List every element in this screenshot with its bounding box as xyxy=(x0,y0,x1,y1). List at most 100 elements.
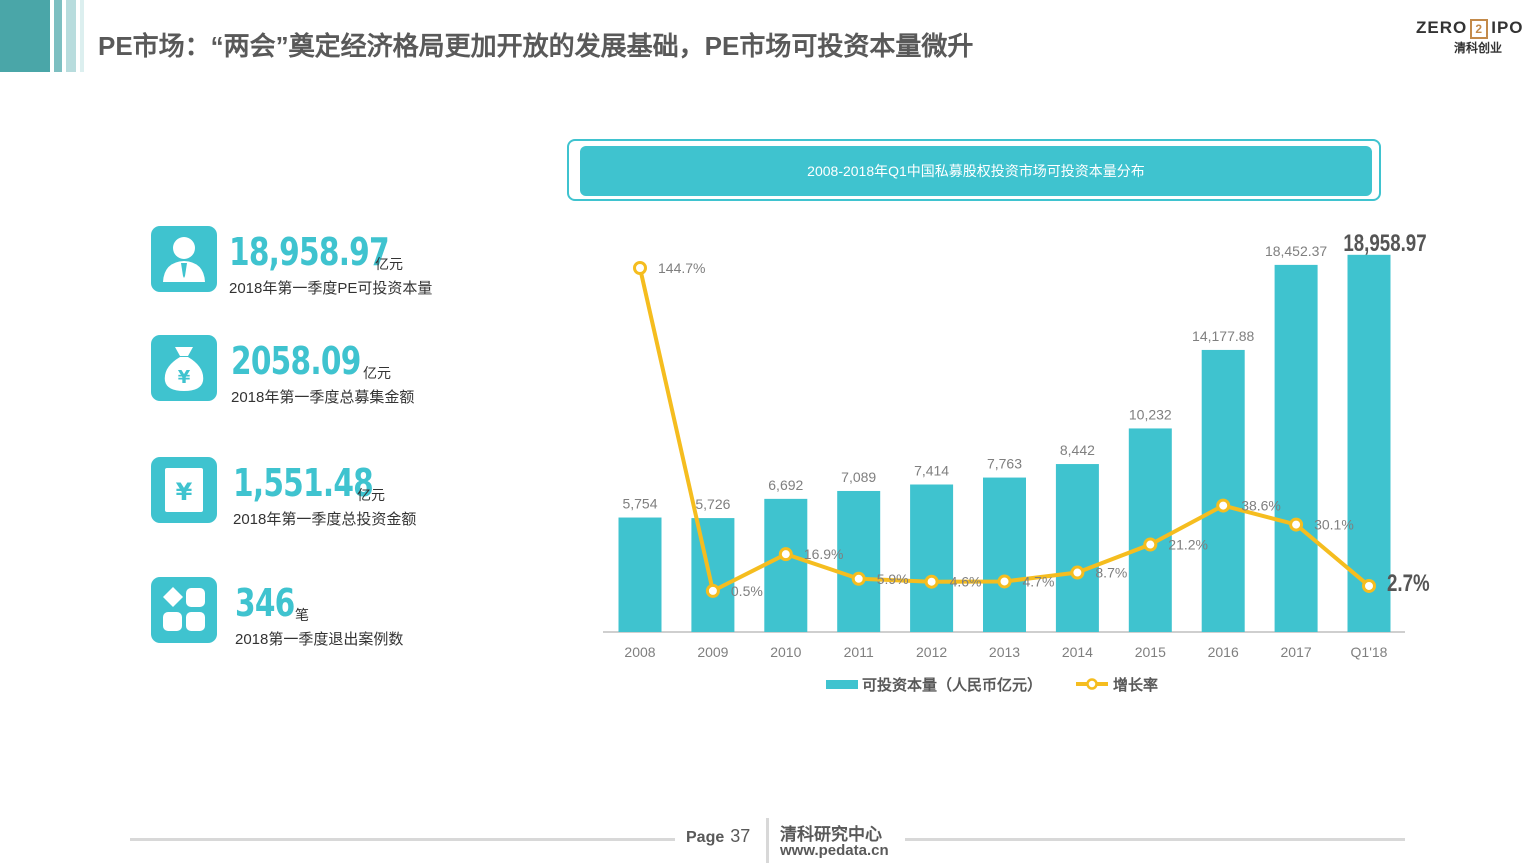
svg-text:¥: ¥ xyxy=(176,478,193,506)
legend-label-line: 增长率 xyxy=(1113,676,1158,694)
x-tick-label: 2011 xyxy=(844,644,874,660)
growth-rate-label: 21.2% xyxy=(1168,537,1208,553)
kpi-unit: 笔 xyxy=(295,607,309,623)
footer-organization: 清科研究中心 xyxy=(780,825,882,844)
kpi-value: 2058.09 xyxy=(231,339,361,383)
growth-rate-point xyxy=(1216,498,1231,513)
footer-divider xyxy=(130,838,675,841)
logo-text-right: IPO xyxy=(1491,18,1524,37)
legend-swatch-marker xyxy=(1086,678,1098,690)
growth-rate-point xyxy=(1289,517,1304,532)
growth-rate-label: 4.6% xyxy=(950,574,982,590)
header-accent-bar xyxy=(66,0,76,72)
kpi-label: 2018第一季度退出案例数 xyxy=(235,631,404,648)
bar-value-label: 5,754 xyxy=(622,496,657,512)
growth-rate-label: 16.9% xyxy=(804,546,844,562)
x-tick-label: 2008 xyxy=(624,644,655,660)
bar xyxy=(1128,428,1172,632)
bar xyxy=(691,518,735,632)
kpi-card-capital: 18,958.97 亿元 2018年第一季度PE可投资本量 xyxy=(151,226,551,297)
x-tick-label: 2017 xyxy=(1281,644,1312,660)
kpi-value: 346 xyxy=(235,581,295,625)
x-tick-label: 2016 xyxy=(1208,644,1239,660)
growth-rate-label: 144.7% xyxy=(658,260,705,276)
bar-value-label: 7,414 xyxy=(914,463,949,479)
kpi-unit: 亿元 xyxy=(363,365,391,381)
header-accent-bar xyxy=(0,0,50,72)
legend-label-bar: 可投资本量（人民币亿元） xyxy=(862,676,1042,694)
header-accent-bar xyxy=(80,0,84,72)
page-title: PE市场：“两会”奠定经济格局更加开放的发展基础，PE市场可投资本量微升 xyxy=(98,31,974,61)
yen-icon: ¥ xyxy=(151,457,217,523)
grid-icon xyxy=(151,577,217,643)
bar-value-label: 18,958.97 xyxy=(1343,230,1426,257)
logo-box-mark: 2 xyxy=(1470,18,1489,39)
bar-value-label: 7,763 xyxy=(987,456,1022,472)
growth-rate-label: 8.7% xyxy=(1095,565,1127,581)
growth-rate-label: 4.7% xyxy=(1023,573,1055,589)
x-tick-label: 2010 xyxy=(770,644,801,660)
x-tick-label: Q1'18 xyxy=(1351,644,1388,660)
bar-value-label: 6,692 xyxy=(768,477,803,493)
x-tick-label: 2014 xyxy=(1062,644,1093,660)
bar-value-label: 14,177.88 xyxy=(1192,328,1254,344)
kpi-label: 2018年第一季度总投资金额 xyxy=(233,511,417,528)
growth-rate-label: 0.5% xyxy=(731,583,763,599)
money-bag-icon: ¥ xyxy=(151,335,217,401)
x-tick-label: 2012 xyxy=(916,644,947,660)
page-number: 37 xyxy=(730,826,751,846)
bar-value-label: 7,089 xyxy=(841,469,876,485)
bar-value-label: 18,452.37 xyxy=(1265,243,1327,259)
company-logo: ZERO 2 IPO 清科创业 xyxy=(1416,18,1528,60)
footer-separator xyxy=(766,818,769,863)
bar xyxy=(1055,464,1099,632)
kpi-card-exits: 346 笔 2018第一季度退出案例数 xyxy=(151,577,551,648)
legend-swatch-bar xyxy=(826,680,858,689)
kpi-unit: 亿元 xyxy=(357,487,385,503)
bar xyxy=(910,484,954,632)
chart-title: 2008-2018年Q1中国私募股权投资市场可投资本量分布 xyxy=(580,146,1372,196)
kpi-label: 2018年第一季度总募集金额 xyxy=(231,389,415,406)
bar xyxy=(1201,349,1245,632)
kpi-label: 2018年第一季度PE可投资本量 xyxy=(229,280,433,297)
growth-rate-point xyxy=(851,571,866,586)
growth-rate-point xyxy=(1362,578,1376,593)
kpi-card-investment: ¥ 1,551.48 亿元 2018年第一季度总投资金额 xyxy=(151,457,551,528)
person-icon xyxy=(151,226,217,292)
svg-text:¥: ¥ xyxy=(178,367,191,388)
bar xyxy=(618,517,662,632)
x-tick-label: 2013 xyxy=(989,644,1020,660)
page-label: Page xyxy=(686,829,725,846)
header-accent-bar xyxy=(54,0,62,72)
bar xyxy=(1274,264,1318,632)
growth-rate-label: 38.6% xyxy=(1241,498,1281,514)
page-indicator: Page 37 xyxy=(686,826,750,847)
bar xyxy=(1347,254,1391,632)
bar-value-label: 10,232 xyxy=(1129,406,1172,422)
bar-value-label: 8,442 xyxy=(1060,442,1095,458)
growth-rate-point xyxy=(705,583,720,598)
growth-rate-label: 30.1% xyxy=(1314,517,1354,533)
bar xyxy=(764,498,808,632)
growth-rate-point xyxy=(633,261,647,275)
footer-url: www.pedata.cn xyxy=(780,842,889,859)
x-tick-label: 2015 xyxy=(1135,644,1166,660)
kpi-value: 1,551.48 xyxy=(233,461,374,505)
growth-rate-point xyxy=(778,547,793,562)
bar xyxy=(837,490,881,632)
footer-divider xyxy=(905,838,1405,841)
chart-title-frame xyxy=(567,139,1381,201)
growth-rate-point xyxy=(1070,565,1085,580)
growth-rate-point xyxy=(924,574,939,589)
logo-text-left: ZERO xyxy=(1416,18,1468,37)
bar xyxy=(983,477,1026,632)
kpi-unit: 亿元 xyxy=(375,256,403,272)
growth-rate-point xyxy=(1143,537,1158,552)
logo-subtitle: 清科创业 xyxy=(1453,40,1502,55)
growth-rate-point xyxy=(997,574,1012,589)
growth-rate-label: 5.9% xyxy=(877,571,909,587)
kpi-value: 18,958.97 xyxy=(229,230,390,274)
x-tick-label: 2009 xyxy=(697,644,728,660)
growth-rate-label: 2.7% xyxy=(1387,570,1430,597)
